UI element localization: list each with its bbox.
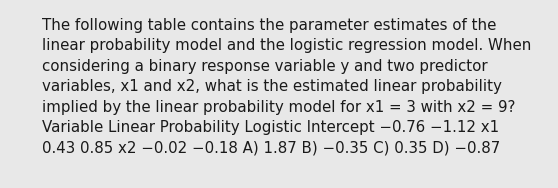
- Text: The following table contains the parameter estimates of the
linear probability m: The following table contains the paramet…: [42, 18, 531, 155]
